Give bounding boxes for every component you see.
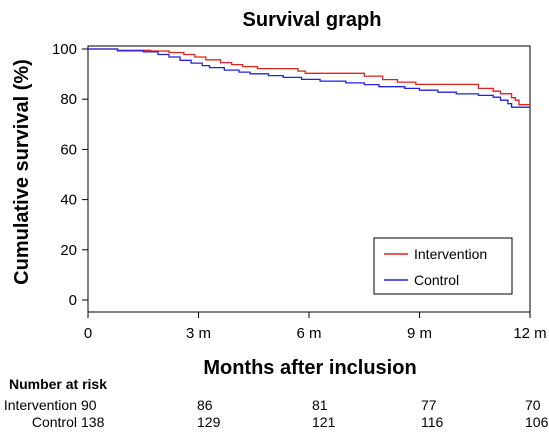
legend: Intervention Control — [373, 237, 513, 295]
risk-cell: 129 — [197, 414, 221, 430]
x-axis-label: Months after inclusion — [203, 357, 416, 379]
risk-cell: 116 — [421, 414, 444, 430]
y-tick-label: 60 — [60, 141, 77, 158]
risk-table-header: Number at risk — [8, 376, 107, 392]
x-tick-label: 6 m — [296, 325, 321, 342]
y-tick-label: 20 — [60, 242, 77, 259]
risk-cell: 106 — [525, 414, 549, 430]
risk-cell: 86 — [197, 397, 213, 413]
y-axis: 0 20 40 60 80 100 — [52, 41, 88, 309]
x-tick-label: 3 m — [186, 325, 211, 342]
legend-box — [373, 237, 513, 295]
risk-row-label: Control — [31, 414, 77, 430]
x-tick-label: 12 m — [513, 325, 546, 342]
risk-cell: 138 — [81, 414, 105, 430]
risk-cell: 121 — [312, 414, 336, 430]
legend-label-control: Control — [414, 272, 459, 288]
risk-cell: 81 — [312, 397, 328, 413]
y-tick-label: 40 — [60, 192, 77, 209]
risk-row-label: Intervention — [3, 397, 77, 413]
y-tick-label: 0 — [69, 292, 77, 309]
x-axis: 0 3 m 6 m 9 m 12 m — [84, 312, 547, 342]
series-line-intervention — [88, 48, 530, 106]
series-line-control — [88, 48, 530, 108]
chart-title: Survival graph — [243, 9, 382, 31]
y-tick-label: 80 — [60, 91, 77, 108]
y-axis-label: Cumulative survival (%) — [11, 59, 33, 285]
risk-cell: 77 — [421, 397, 437, 413]
legend-label-intervention: Intervention — [414, 246, 487, 262]
risk-cell: 90 — [81, 397, 97, 413]
series-lines — [88, 48, 530, 108]
y-tick-label: 100 — [52, 41, 77, 58]
x-tick-label: 9 m — [407, 325, 432, 342]
x-tick-label: 0 — [84, 325, 92, 342]
risk-cell: 70 — [525, 397, 541, 413]
